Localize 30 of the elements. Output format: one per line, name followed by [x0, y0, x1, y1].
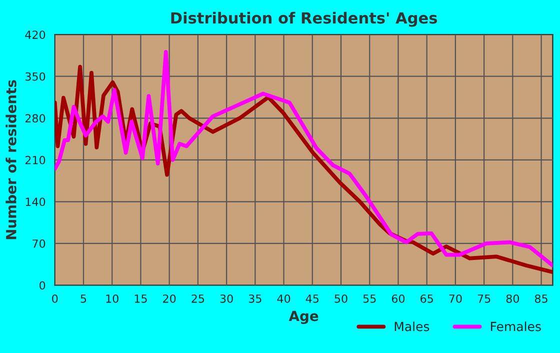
x-tick-label: 10	[106, 294, 118, 303]
y-tick-label: 70	[32, 239, 46, 248]
y-tick-label: 140	[26, 198, 46, 206]
x-tick-label: 0	[52, 294, 58, 303]
x-tick-label: 55	[363, 294, 376, 303]
x-tick-label: 30	[220, 294, 233, 303]
x-tick-label: 45	[306, 294, 318, 303]
x-tick-label: 50	[334, 294, 348, 303]
legend-label: Females	[490, 322, 541, 332]
x-tick-label: 25	[192, 294, 204, 303]
x-tick-label: 15	[134, 294, 147, 303]
y-axis-title: Number of residents	[6, 80, 16, 240]
chart-title: Distribution of Residents' Ages	[171, 12, 437, 27]
x-tick-label: 85	[534, 294, 548, 303]
x-tick-label: 65	[420, 294, 433, 303]
y-tick-label: 350	[25, 72, 46, 81]
x-tick-label: 40	[277, 294, 290, 303]
y-tick-label: 0	[40, 281, 46, 290]
x-tick-label: 5	[80, 294, 86, 303]
y-tick-label: 280	[25, 114, 46, 123]
y-tick-label: 420	[25, 30, 46, 39]
x-tick-label: 80	[506, 294, 519, 303]
x-tick-label: 20	[163, 294, 176, 303]
x-axis-title: Age	[288, 310, 318, 324]
x-tick-label: 60	[392, 294, 405, 303]
legend-label: Males	[394, 322, 430, 332]
x-tick-label: 75	[478, 294, 490, 303]
x-tick-label: 70	[449, 294, 462, 303]
x-tick-label: 35	[248, 294, 262, 303]
y-tick-label: 210	[25, 156, 46, 164]
